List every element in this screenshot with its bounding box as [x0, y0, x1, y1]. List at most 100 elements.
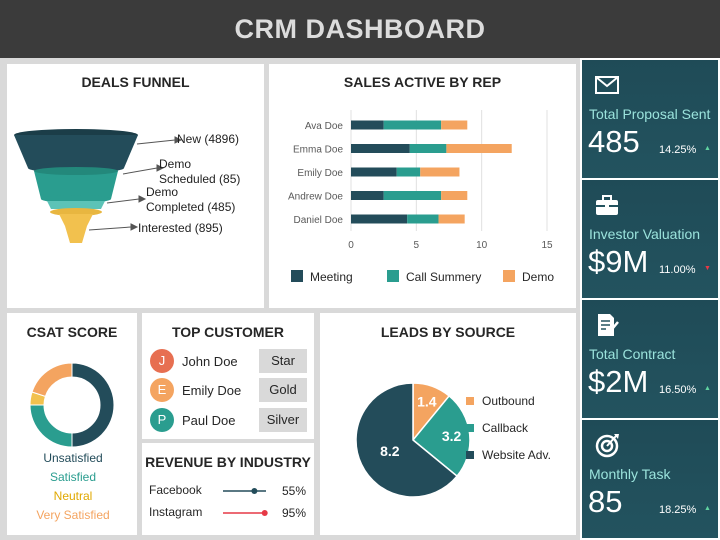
bar-segment — [351, 191, 384, 200]
kpi-card-proposals[interactable]: Total Proposal Sent 485 14.25% ▲ — [582, 60, 718, 178]
legend-label: Outbound — [482, 394, 535, 408]
x-tick-label: 5 — [414, 240, 420, 251]
bar-segment — [351, 120, 384, 130]
legend-swatch — [387, 270, 399, 282]
funnel-label-new: New (4896) — [177, 132, 240, 146]
revenue-slider — [223, 510, 268, 516]
y-category-label: Andrew Doe — [288, 192, 343, 203]
bar-segment — [441, 191, 468, 200]
sales-by-rep-title: SALES ACTIVE BY REP — [343, 74, 502, 90]
kpi-card-tasks[interactable]: Monthly Task 85 18.25% ▲ — [582, 420, 718, 538]
briefcase-icon — [596, 195, 618, 215]
sales-bar-chart: 0 5 10 15 Ava Doe Emma Doe Emily Doe Andrew Doe… — [288, 110, 554, 284]
csat-legend-neutral: Neutral — [53, 489, 93, 503]
legend-label: Call Summery — [406, 270, 481, 284]
contract-icon — [598, 314, 619, 336]
revenue-row-facebook: Facebook 55% — [142, 483, 314, 501]
customer-row[interactable]: J John Doe Star — [142, 349, 314, 375]
trend-up-icon: ▲ — [704, 385, 711, 392]
pie-slice — [355, 382, 459, 498]
customer-tier-badge: Star — [259, 349, 307, 373]
customer-name: Emily Doe — [182, 383, 242, 398]
avatar: P — [150, 408, 174, 432]
funnel-label-demo-completed: Demo Completed (485) — [146, 185, 236, 214]
deals-funnel-title: DEALS FUNNEL — [81, 74, 190, 90]
industry-percent: 95% — [282, 506, 307, 520]
legend-swatch — [503, 270, 515, 282]
deals-funnel-panel: DEALS FUNNEL New (4896) Demo Scheduled (… — [7, 64, 264, 308]
avatar: J — [150, 349, 174, 373]
customer-tier-badge: Silver — [259, 408, 307, 432]
bar-segment — [351, 214, 408, 224]
y-category-label: Emily Doe — [297, 168, 343, 179]
kpi-label: Investor Valuation — [589, 226, 701, 242]
funnel-connectors — [88, 136, 183, 231]
x-tick-label: 10 — [476, 240, 488, 251]
donut-slice — [29, 404, 73, 448]
x-tick-label: 15 — [541, 240, 553, 251]
bar-segment — [441, 120, 468, 130]
kpi-percent: 18.25% — [659, 504, 697, 516]
y-category-label: Ava Doe — [305, 121, 344, 132]
funnel-stage-4 — [59, 214, 93, 243]
legend-label: Callback — [482, 421, 529, 435]
sales-by-rep-panel: SALES ACTIVE BY REP 0 5 10 15 Ava Doe Emma Do… — [269, 64, 576, 308]
kpi-value: 85 — [588, 484, 623, 519]
funnel-chart — [14, 129, 183, 243]
y-category-label: Daniel Doe — [294, 215, 344, 226]
bar-segment — [396, 167, 421, 177]
bar-segment — [383, 120, 442, 130]
kpi-value: $9M — [588, 244, 649, 279]
csat-legend-satisfied: Satisfied — [49, 470, 97, 484]
pie-value-label: 1.4 — [417, 393, 437, 409]
trend-up-icon: ▲ — [704, 505, 711, 512]
top-customer-title: TOP CUSTOMER — [171, 324, 285, 340]
leads-pie-chart: 1.4 3.2 8.2 Outbound Callback Website Adv. — [355, 382, 551, 498]
kpi-label: Total Proposal Sent — [589, 106, 711, 122]
customer-name: John Doe — [182, 354, 238, 369]
kpi-percent: 14.25% — [659, 144, 697, 156]
revenue-by-industry-title: REVENUE BY INDUSTRY — [145, 454, 311, 470]
bar-segment — [420, 167, 460, 177]
funnel-label-demo-scheduled: Demo Scheduled (85) — [159, 157, 241, 186]
bar-segment — [409, 144, 447, 153]
target-icon — [595, 434, 619, 458]
legend-swatch — [291, 270, 303, 282]
kpi-card-valuation[interactable]: Investor Valuation $9M 11.00% ▼ — [582, 180, 718, 298]
kpi-label: Monthly Task — [589, 466, 671, 482]
page-title: CRM DASHBOARD — [234, 13, 486, 44]
top-customer-panel: TOP CUSTOMER J John Doe Star E Emily Doe… — [142, 313, 314, 439]
funnel-stage-3 — [47, 201, 105, 209]
legend-swatch — [466, 451, 474, 459]
kpi-label: Total Contract — [589, 346, 676, 362]
industry-name: Facebook — [149, 483, 202, 497]
customer-row[interactable]: P Paul Doe Silver — [142, 408, 314, 434]
kpi-card-contract[interactable]: Total Contract $2M 16.50% ▲ — [582, 300, 718, 418]
avatar: E — [150, 378, 174, 402]
bar-segment — [438, 214, 465, 224]
csat-donut-chart — [29, 362, 115, 448]
y-category-label: Emma Doe — [293, 145, 343, 156]
customer-row[interactable]: E Emily Doe Gold — [142, 378, 314, 404]
donut-slice — [31, 362, 73, 397]
funnel-stage-2 — [34, 171, 118, 199]
pie-value-label: 8.2 — [380, 443, 400, 459]
customer-tier-badge: Gold — [259, 378, 307, 402]
dashboard-header: CRM DASHBOARD — [0, 0, 720, 58]
kpi-sidebar: Total Proposal Sent 485 14.25% ▲ Investo… — [580, 58, 720, 540]
industry-percent: 55% — [282, 484, 307, 498]
pie-slice — [411, 394, 471, 478]
kpi-value: $2M — [588, 364, 649, 399]
legend-label: Website Adv. — [482, 448, 551, 462]
kpi-percent: 16.50% — [659, 384, 697, 396]
revenue-slider-knob — [261, 510, 268, 516]
kpi-percent: 11.00% — [659, 264, 696, 276]
csat-panel: CSAT SCORE Unsatisfied Satisfied Neutral… — [7, 313, 137, 535]
csat-legend-unsatisfied: Unsatisfied — [43, 451, 103, 465]
pie-value-label: 3.2 — [442, 428, 462, 444]
revenue-by-industry-panel: REVENUE BY INDUSTRY Facebook 55% Instagr… — [142, 443, 314, 535]
x-tick-label: 0 — [348, 240, 354, 251]
leads-by-source-title: LEADS BY SOURCE — [380, 324, 516, 340]
envelope-icon — [595, 76, 619, 94]
csat-legend-very-satisfied: Very Satisfied — [36, 508, 110, 522]
